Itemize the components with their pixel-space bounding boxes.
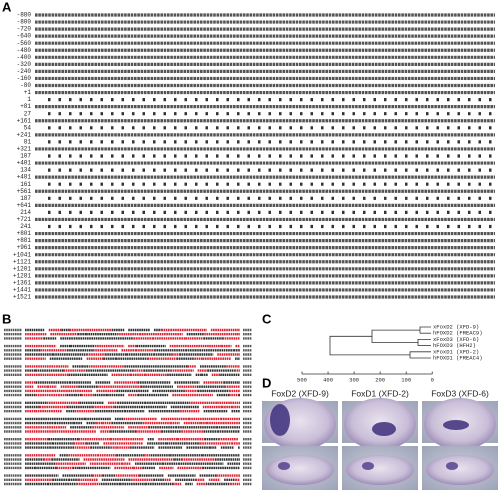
line-number: +1	[24, 89, 32, 96]
line-number: -320	[17, 61, 32, 68]
line-number: +641	[17, 202, 32, 209]
line-number: 161	[20, 181, 31, 188]
axis-tick-label: 300	[349, 376, 359, 383]
taxon-label: hFOXD3 (HFH2)	[433, 342, 476, 349]
embryo	[266, 455, 334, 485]
axis-tick-label: 200	[375, 376, 385, 383]
panel-label: B	[2, 311, 11, 326]
line-number: +1521	[13, 294, 31, 301]
line-number: +161	[17, 117, 32, 124]
taxon-label: hFOXD2 (FREAC9)	[433, 330, 483, 337]
line-number: 107	[20, 153, 31, 160]
tree-branch	[329, 329, 420, 356]
line-number: -880	[17, 12, 32, 19]
line-number: +81	[20, 103, 31, 110]
line-number: -240	[17, 68, 32, 75]
panel-label: D	[262, 375, 271, 390]
line-number: +1041	[13, 251, 31, 258]
line-number: +561	[17, 188, 32, 195]
line-number: +1361	[13, 279, 31, 286]
axis-tick-label: 0	[431, 376, 434, 383]
line-number: 214	[20, 209, 31, 216]
taxon-label: hFOXD1 (FREAC4)	[433, 354, 483, 361]
image-title: FoxD1 (XFD-2)	[351, 388, 409, 398]
line-number: 1	[27, 96, 31, 103]
line-number: +721	[17, 216, 32, 223]
tree-branch	[409, 351, 431, 358]
line-number: 241	[20, 223, 31, 230]
axis-tick-label: 500	[297, 376, 307, 383]
taxon-label: xFoxD2 (XFD-9)	[433, 323, 479, 330]
line-number: 54	[24, 124, 32, 131]
line-number: +881	[17, 237, 32, 244]
line-number: +1201	[13, 265, 31, 272]
axis-tick-label: 400	[323, 376, 333, 383]
taxon-label: xFoxD3 (XFD-6)	[433, 336, 479, 343]
expression	[372, 422, 396, 436]
line-number: +801	[17, 230, 32, 237]
expression	[270, 404, 290, 436]
line-number: -480	[17, 47, 32, 54]
line-number: 27	[24, 110, 32, 117]
line-number: -160	[17, 75, 32, 82]
line-number: 81	[24, 138, 32, 145]
line-number: +1121	[13, 258, 31, 265]
line-number: +961	[17, 244, 32, 251]
embryo	[346, 455, 414, 485]
panel-label: C	[262, 311, 272, 326]
line-number: -720	[17, 26, 32, 33]
line-number: -400	[17, 54, 32, 61]
taxon-label: xFoxD1 (XFD-2)	[433, 348, 479, 355]
panel-label: A	[2, 0, 12, 14]
tree-branch	[417, 339, 431, 346]
line-number: -800	[17, 19, 32, 26]
axis-tick-label: 100	[401, 376, 411, 383]
line-number: +481	[17, 174, 32, 181]
tree-branch	[419, 326, 431, 334]
expression	[278, 462, 290, 470]
expression	[362, 462, 374, 470]
embryo	[426, 455, 494, 485]
line-number: +321	[17, 146, 32, 153]
image-title: FoxD2 (XFD-9)	[271, 388, 329, 398]
line-number: +1281	[13, 272, 31, 279]
expression	[443, 420, 469, 430]
line-number: +1441	[13, 287, 31, 294]
line-number: 134	[20, 167, 31, 174]
line-number: -80	[20, 82, 31, 89]
line-number: -640	[17, 33, 32, 40]
line-number: +241	[17, 131, 32, 138]
line-number: 187	[20, 195, 31, 202]
line-number: -560	[17, 40, 32, 47]
line-number: +401	[17, 160, 32, 167]
expression	[446, 462, 458, 470]
image-title: FoxD3 (XFD-6)	[431, 388, 489, 398]
